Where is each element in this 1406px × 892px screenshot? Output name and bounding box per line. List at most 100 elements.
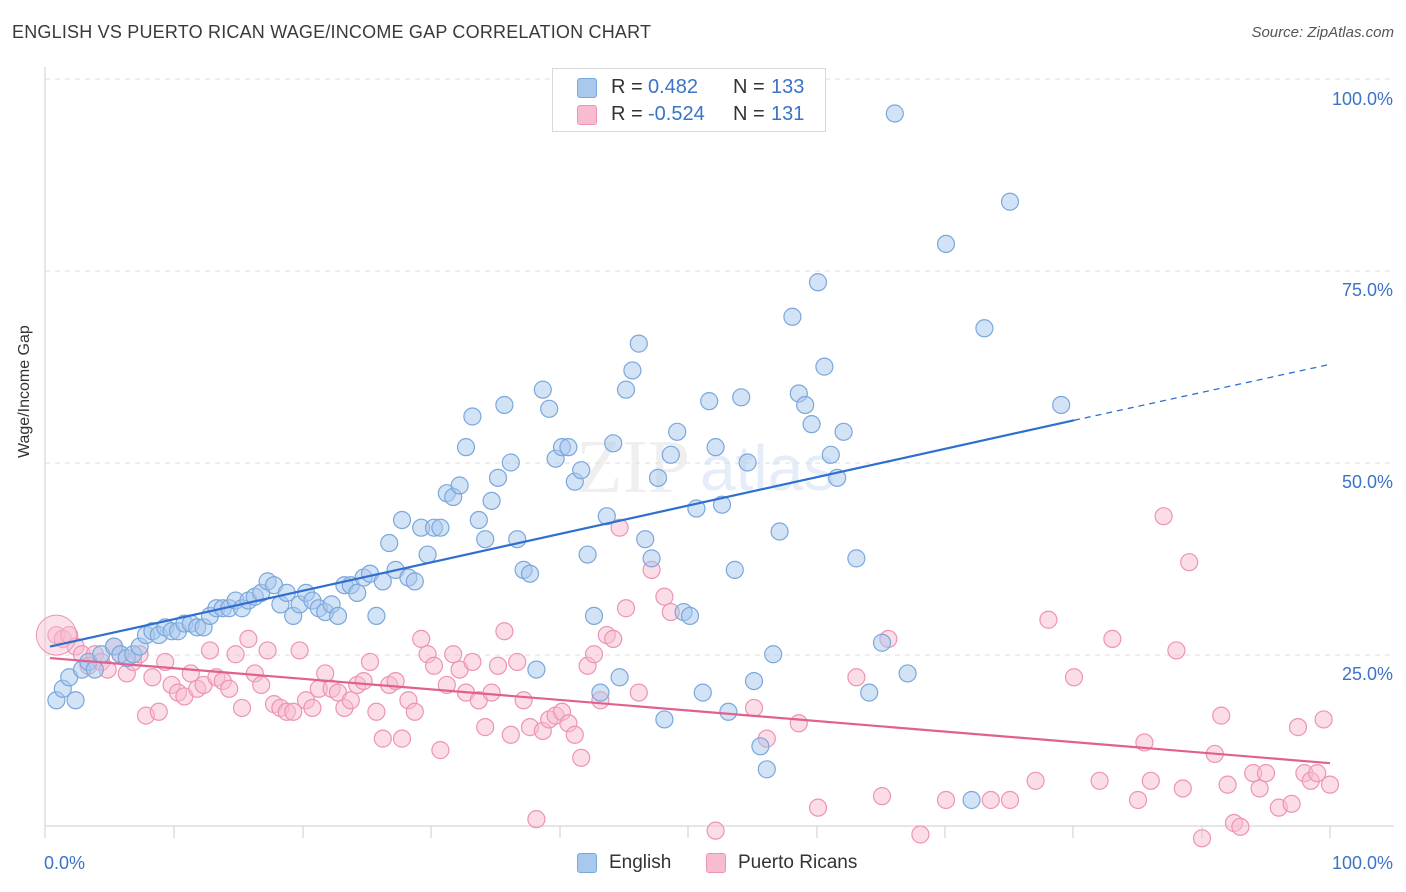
puerto-ricans-point xyxy=(373,729,392,748)
puerto-ricans-point xyxy=(936,790,956,810)
puerto-ricans-point xyxy=(1039,610,1058,629)
puerto-ricans-point xyxy=(604,629,623,649)
english-point xyxy=(821,445,840,464)
puerto-ricans-point xyxy=(1154,507,1173,526)
puerto-ricans-point xyxy=(1000,790,1020,810)
puerto-ricans-point xyxy=(367,702,386,721)
puerto-ricans-point xyxy=(232,698,252,718)
puerto-ricans-point xyxy=(1314,710,1333,729)
english-swatch xyxy=(577,853,597,873)
puerto-ricans-point xyxy=(143,668,162,687)
chart-source: Source: ZipAtlas.com xyxy=(1251,24,1394,41)
english-point xyxy=(1000,192,1020,211)
english-point xyxy=(872,633,892,652)
puerto-ricans-point xyxy=(1026,771,1045,790)
english-point xyxy=(469,510,488,530)
english-point xyxy=(85,660,104,679)
watermark-zip: ZIP xyxy=(576,425,690,509)
english-point xyxy=(584,606,604,626)
puerto-ricans-point xyxy=(1231,817,1250,836)
english-point xyxy=(648,468,668,487)
english-point xyxy=(719,702,738,721)
puerto-ricans-point xyxy=(226,645,245,664)
english-point xyxy=(604,434,623,453)
puerto-ricans-point xyxy=(981,790,1000,810)
english-point xyxy=(392,510,412,530)
english-point xyxy=(482,491,501,510)
puerto-ricans-point xyxy=(220,679,239,698)
english-point xyxy=(764,645,783,664)
legend-label-english: English xyxy=(609,852,672,873)
legend-n-label: N = xyxy=(733,75,765,98)
legend-r-label: R = xyxy=(611,102,643,125)
puerto-ricans-swatch xyxy=(577,105,597,125)
puerto-ricans-point xyxy=(1282,794,1301,813)
english-point xyxy=(668,422,687,441)
english-point xyxy=(629,334,648,353)
puerto-ricans-point xyxy=(911,825,930,844)
english-trend-line xyxy=(49,419,1075,648)
english-point xyxy=(796,395,815,415)
puerto-ricans-point xyxy=(290,641,309,660)
legend-item-puerto-ricans: Puerto Ricans xyxy=(706,852,857,874)
puerto-ricans-point xyxy=(789,714,808,733)
legend-n-value: 133 xyxy=(771,75,805,98)
english-point xyxy=(975,319,994,338)
english-point xyxy=(725,560,744,579)
puerto-ricans-point xyxy=(239,629,258,649)
english-point xyxy=(815,357,834,376)
english-point xyxy=(591,683,610,702)
english-point xyxy=(456,438,476,457)
legend-n-value: 131 xyxy=(771,102,805,125)
english-point xyxy=(936,234,956,254)
trend-lines xyxy=(49,363,1331,765)
puerto-ricans-point xyxy=(847,668,866,687)
puerto-ricans-point xyxy=(872,787,892,806)
puerto-ricans-point xyxy=(1128,790,1148,810)
puerto-ricans-point xyxy=(1090,771,1109,790)
english-point xyxy=(770,522,789,541)
puerto-ricans-point xyxy=(629,683,648,702)
puerto-ricans-point xyxy=(252,675,271,695)
y-tick-label: 50.0% xyxy=(1342,472,1393,492)
english-point xyxy=(495,395,514,415)
english-point xyxy=(693,683,712,702)
puerto-ricans-trend-line xyxy=(49,656,1331,765)
puerto-ricans-point xyxy=(405,702,424,721)
english-point xyxy=(808,273,828,292)
legend-r-value: -0.524 xyxy=(648,102,705,125)
puerto-ricans-point xyxy=(572,748,591,767)
english-point xyxy=(367,606,386,626)
english-point xyxy=(66,691,85,710)
english-point xyxy=(962,790,981,810)
english-point xyxy=(847,549,866,568)
english-point xyxy=(636,530,655,549)
correlation-legend: R = 0.482 N = 133 R = -0.524 N = 131 xyxy=(552,68,826,132)
puerto-ricans-point xyxy=(482,683,501,702)
english-point xyxy=(610,668,629,687)
legend-r-value: 0.482 xyxy=(648,75,699,98)
y-tick-label: 100.0% xyxy=(1332,89,1393,109)
puerto-ricans-point xyxy=(1218,775,1237,794)
y-tick-label: 25.0% xyxy=(1342,664,1393,684)
english-point xyxy=(1052,395,1071,415)
puerto-ricans-point xyxy=(392,729,412,748)
english-point xyxy=(578,545,597,564)
x-tick-label: 100.0% xyxy=(1332,853,1393,873)
puerto-ricans-point xyxy=(1173,779,1192,798)
puerto-ricans-point xyxy=(1180,553,1199,572)
series-legend: English Puerto Ricans xyxy=(0,852,1406,878)
legend-item-english: English xyxy=(577,852,671,874)
english-point xyxy=(732,388,751,407)
english-point xyxy=(757,760,776,779)
english-point xyxy=(802,415,821,434)
tick-labels: 25.0% 50.0% 75.0% 100.0% 0.0% 100.0% xyxy=(44,89,1393,873)
puerto-ricans-point xyxy=(488,656,508,675)
puerto-ricans-point xyxy=(1308,764,1327,783)
english-point xyxy=(476,530,495,549)
english-point xyxy=(328,606,348,626)
puerto-ricans-point xyxy=(655,587,674,606)
puerto-ricans-point xyxy=(463,652,482,672)
x-tick-label: 0.0% xyxy=(44,853,85,873)
english-point xyxy=(533,380,552,399)
